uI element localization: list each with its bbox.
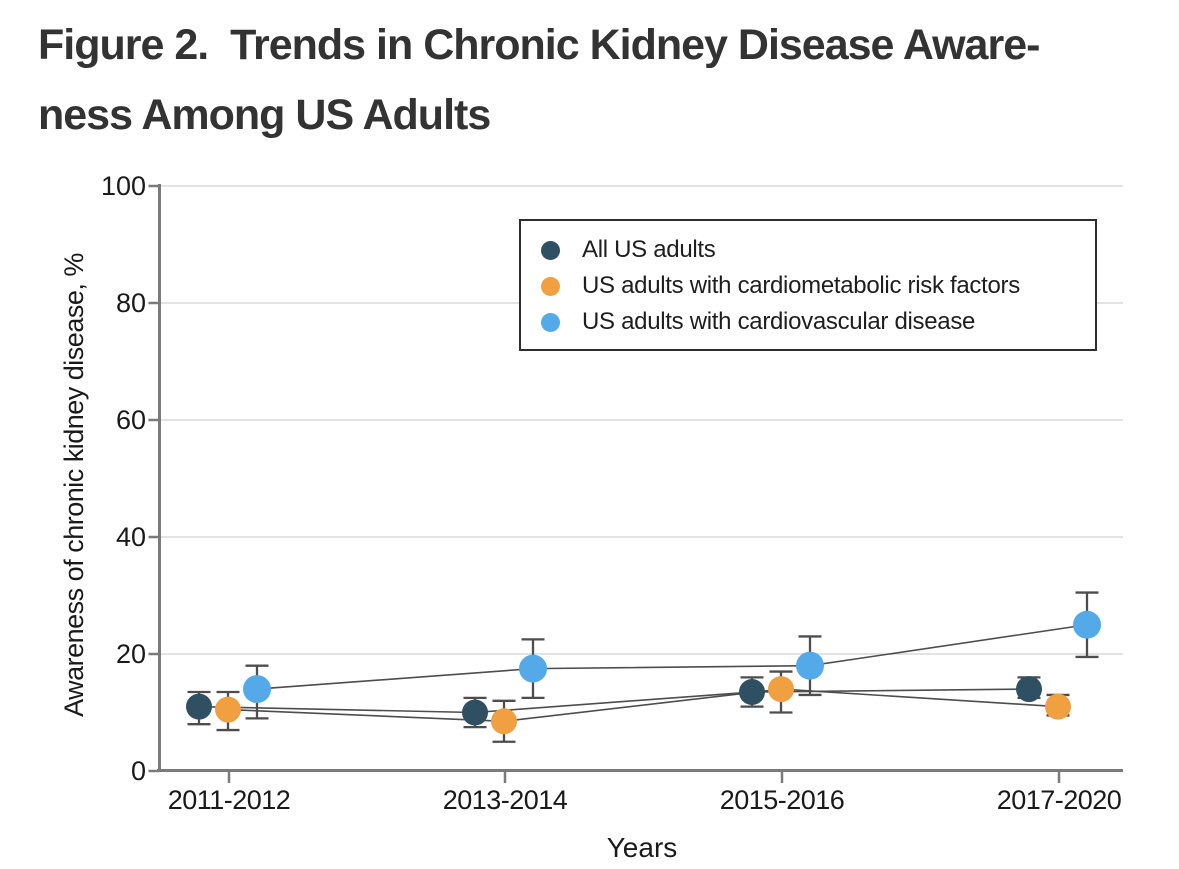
data-point [186, 693, 212, 720]
data-point [491, 708, 517, 735]
legend-marker-icon [541, 276, 560, 296]
y-tick-label: 60 [115, 405, 146, 435]
legend-marker-icon [541, 312, 560, 332]
data-point [1045, 693, 1071, 720]
data-point [1073, 610, 1101, 639]
legend-label: US adults with cardiometabolic risk fact… [582, 272, 1020, 299]
data-point [462, 699, 488, 726]
y-tick-label: 40 [115, 522, 146, 552]
legend-item: All US adults [521, 232, 1095, 268]
y-axis-label: Awareness of chronic kidney disease, % [59, 253, 89, 717]
y-tick-label: 100 [100, 171, 146, 201]
x-tick-label: 2013-2014 [442, 785, 568, 815]
series-line [198, 688, 1030, 714]
x-tick-label: 2011-2012 [167, 785, 291, 815]
series-line [256, 623, 1088, 690]
figure-title: Figure 2. Trends in Chronic Kidney Disea… [38, 10, 1168, 150]
series-line [227, 688, 1059, 723]
data-point [796, 651, 824, 680]
y-tick-label: 20 [115, 639, 146, 669]
data-point [1016, 676, 1042, 703]
figure-title-line1: Figure 2. Trends in Chronic Kidney Disea… [38, 21, 1040, 69]
legend-item: US adults with cardiovascular disease [521, 304, 1095, 340]
figure-title-line2: ness Among US Adults [38, 91, 491, 139]
data-point [519, 654, 547, 683]
legend-box: All US adults US adults with cardiometab… [519, 219, 1097, 351]
x-axis-label: Years [606, 832, 678, 863]
data-point [215, 696, 241, 723]
legend-label: US adults with cardiovascular disease [582, 308, 976, 335]
x-tick-label: 2015-2016 [719, 785, 845, 815]
legend-item: US adults with cardiometabolic risk fact… [521, 268, 1095, 304]
data-point [739, 679, 765, 706]
legend-label: All US adults [582, 236, 716, 263]
legend-marker-icon [541, 240, 560, 260]
x-tick-label: 2017-2020 [996, 785, 1122, 815]
y-tick-label: 80 [115, 288, 146, 318]
data-point [768, 676, 794, 703]
y-tick-label: 0 [130, 756, 146, 786]
data-point [243, 675, 271, 704]
